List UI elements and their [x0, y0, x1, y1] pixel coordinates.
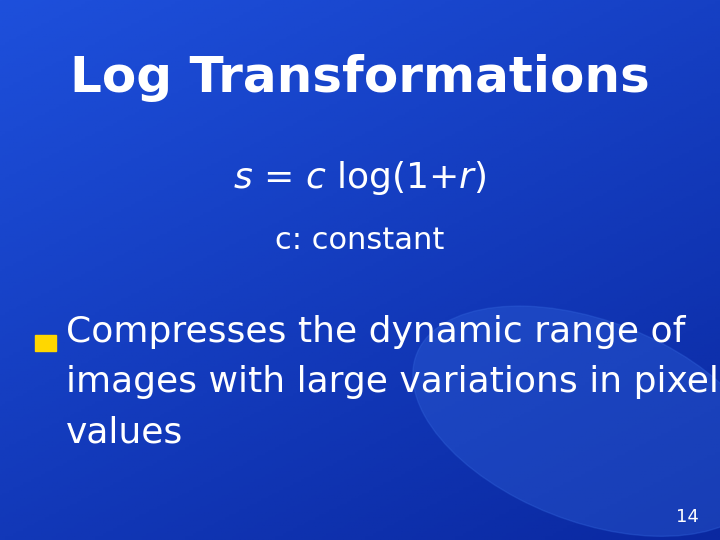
Text: c: constant: c: constant: [275, 226, 445, 255]
Text: images with large variations in pixel: images with large variations in pixel: [66, 366, 719, 399]
FancyBboxPatch shape: [35, 335, 56, 351]
Ellipse shape: [413, 306, 720, 536]
Text: values: values: [66, 416, 184, 449]
Text: 14: 14: [675, 509, 698, 526]
Text: $\it{s}$ = $\it{c}$ log(1+$\it{r}$): $\it{s}$ = $\it{c}$ log(1+$\it{r}$): [233, 159, 487, 197]
Text: Log Transformations: Log Transformations: [70, 54, 650, 102]
Text: Compresses the dynamic range of: Compresses the dynamic range of: [66, 315, 685, 349]
